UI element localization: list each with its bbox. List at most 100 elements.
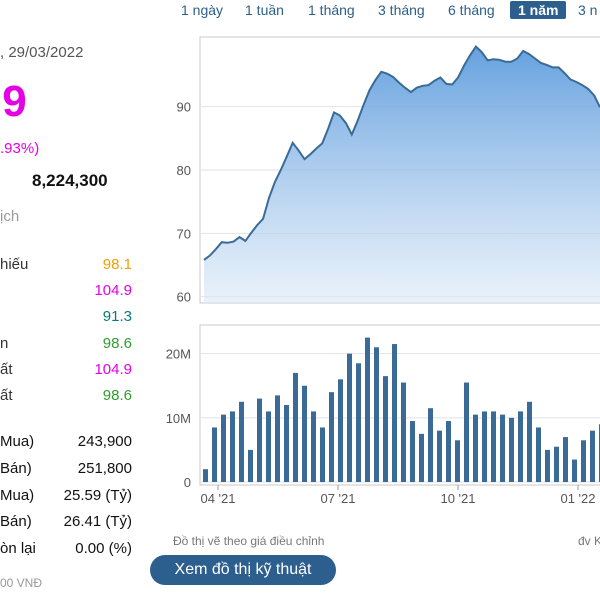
volume-bar — [338, 379, 343, 482]
order-value: 26.41 (Tỷ) — [63, 513, 132, 530]
volume-bar — [545, 449, 550, 482]
volume-bar — [248, 449, 253, 482]
stat-value: 98.1 — [102, 256, 132, 273]
volume-bar — [347, 353, 352, 482]
volume-bar — [428, 408, 433, 482]
volume-bar — [266, 411, 271, 482]
quote-panel: , 29/03/2022 .9 .93%) 8,224,300 ịch hiếu… — [0, 0, 148, 600]
volume-bar — [203, 469, 208, 482]
history-link[interactable]: ịch — [0, 208, 20, 225]
volume-bar — [482, 411, 487, 482]
order-label: Mua) — [0, 487, 35, 504]
x-axis: 04 '21 07 '21 10 '21 01 '22 — [200, 485, 596, 506]
stat-open: n 98.6 — [0, 335, 140, 359]
order-value: 25.59 (Tỷ) — [63, 487, 132, 504]
volume-bar — [374, 347, 379, 482]
volume-tick-label: 10M — [166, 411, 191, 426]
x-tick-label: 04 '21 — [200, 491, 235, 506]
chart-adjusted-note: Đồ thị vẽ theo giá điều chỉnh — [173, 534, 325, 548]
volume-bar — [320, 427, 325, 482]
tab-1-week[interactable]: 1 tuần — [245, 2, 284, 18]
volume-bar — [284, 405, 289, 482]
volume-tick-label: 0 — [184, 475, 191, 490]
volume-bar — [230, 411, 235, 482]
stat-label: ất — [0, 361, 13, 378]
volume-bar — [581, 440, 586, 482]
volume-bar — [572, 459, 577, 482]
price-y-axis: 60 70 80 90 — [177, 100, 191, 305]
volume-bar — [221, 414, 226, 482]
volume-bar — [302, 385, 307, 482]
change-percent: .93%) — [0, 140, 40, 157]
order-sell-value: Bán) 26.41 (Tỷ) — [0, 513, 140, 537]
order-remaining: òn lại 0.00 (%) — [0, 540, 140, 564]
tab-1-month[interactable]: 1 tháng — [308, 2, 355, 18]
order-label: Mua) — [0, 433, 35, 450]
range-tabs: 1 ngày 1 tuần 1 tháng 3 tháng 6 tháng 1 … — [170, 0, 600, 24]
volume-bar — [590, 430, 595, 482]
price-tick-label: 70 — [177, 226, 191, 241]
volume-bar — [536, 427, 541, 482]
volume-bar — [239, 401, 244, 482]
volume-bar — [509, 417, 514, 482]
volume-bar — [437, 430, 442, 482]
volume-tick-label: 20M — [166, 347, 191, 362]
trade-date: , 29/03/2022 — [0, 44, 84, 61]
volume-bar — [455, 440, 460, 482]
volume-bar — [464, 382, 469, 482]
tab-3-months[interactable]: 3 tháng — [378, 2, 425, 18]
technical-chart-button[interactable]: Xem đồ thị kỹ thuật — [150, 555, 336, 585]
stat-value: 104.9 — [94, 282, 132, 299]
stat-label: hiếu — [0, 256, 29, 273]
tab-6-months[interactable]: 6 tháng — [448, 2, 495, 18]
stat-high: ất 104.9 — [0, 361, 140, 385]
current-price: .9 — [0, 77, 27, 126]
order-label: òn lại — [0, 540, 36, 557]
volume-bar — [293, 372, 298, 482]
volume-bar — [401, 382, 406, 482]
stat-low: ất 98.6 — [0, 387, 140, 411]
volume-bar — [527, 401, 532, 482]
tab-3-years[interactable]: 3 n — [578, 2, 598, 18]
stat-value: 91.3 — [102, 308, 132, 325]
stat-floor: 91.3 — [0, 308, 140, 332]
volume-bar — [329, 392, 334, 482]
volume-bar — [356, 363, 361, 482]
volume-bars — [203, 337, 600, 482]
stat-value: 104.9 — [94, 361, 132, 378]
volume-bar — [518, 411, 523, 482]
order-label: Bán) — [0, 513, 32, 530]
order-value: 243,900 — [77, 433, 132, 450]
volume-bar — [410, 421, 415, 482]
price-area — [204, 46, 600, 303]
tab-1-day[interactable]: 1 ngày — [181, 2, 224, 18]
volume-bar — [563, 437, 568, 482]
stat-label: ất — [0, 387, 13, 404]
stat-label: n — [0, 335, 9, 352]
volume-bar — [257, 398, 262, 482]
order-value: 0.00 (%) — [75, 540, 132, 557]
order-buy-volume: Mua) 243,900 — [0, 433, 140, 457]
volume-bar — [419, 433, 424, 482]
tab-1-year[interactable]: 1 năm — [510, 1, 567, 19]
x-tick-label: 10 '21 — [440, 491, 475, 506]
order-buy-value: Mua) 25.59 (Tỷ) — [0, 487, 140, 511]
x-tick-label: 07 '21 — [320, 491, 355, 506]
unit-note: 00 VNĐ — [0, 576, 43, 590]
volume-bar — [383, 376, 388, 482]
price-line — [203, 44, 600, 261]
stat-ceiling: 104.9 — [0, 282, 140, 306]
stat-reference: hiếu 98.1 — [0, 256, 140, 280]
volume-bar — [275, 395, 280, 482]
price-volume-chart: 60 70 80 90 0 10M 20M 04 '21 07 '21 10 '21 01 '2… — [166, 36, 600, 506]
order-label: Bán) — [0, 460, 32, 477]
volume-bar — [311, 411, 316, 482]
price-tick-label: 60 — [177, 290, 191, 305]
order-sell-volume: Bán) 251,800 — [0, 460, 140, 484]
volume-bar — [500, 414, 505, 482]
volume-y-axis: 0 10M 20M — [166, 347, 191, 490]
volume-bar — [473, 414, 478, 482]
stat-value: 98.6 — [102, 387, 132, 404]
price-tick-label: 80 — [177, 163, 191, 178]
stat-value: 98.6 — [102, 335, 132, 352]
